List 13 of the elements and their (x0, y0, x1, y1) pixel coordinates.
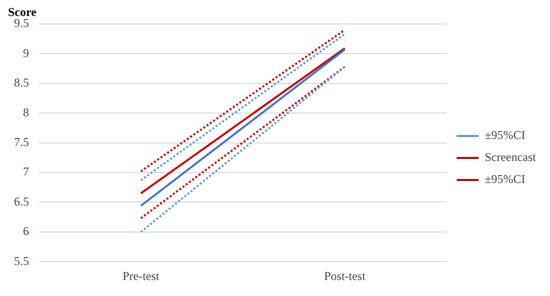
legend-label: Screencast (484, 150, 537, 164)
y-tick-label: 7 (23, 164, 29, 179)
legend-label: ±95%CI (484, 172, 526, 186)
y-tick-label: 6.5 (14, 194, 29, 208)
y-tick-label: 6 (23, 224, 29, 238)
legend-label: ±95%CI (484, 128, 526, 142)
x-tick-label: Pre-test (122, 268, 160, 283)
y-tick-label: 8 (23, 105, 29, 120)
y-tick-label: 5.5 (14, 254, 29, 268)
y-tick-label: 9 (23, 46, 29, 60)
y-tick-label: 8.5 (14, 76, 29, 90)
y-tick-label: 7.5 (14, 134, 29, 149)
x-tick-label: Post-test (324, 268, 366, 283)
